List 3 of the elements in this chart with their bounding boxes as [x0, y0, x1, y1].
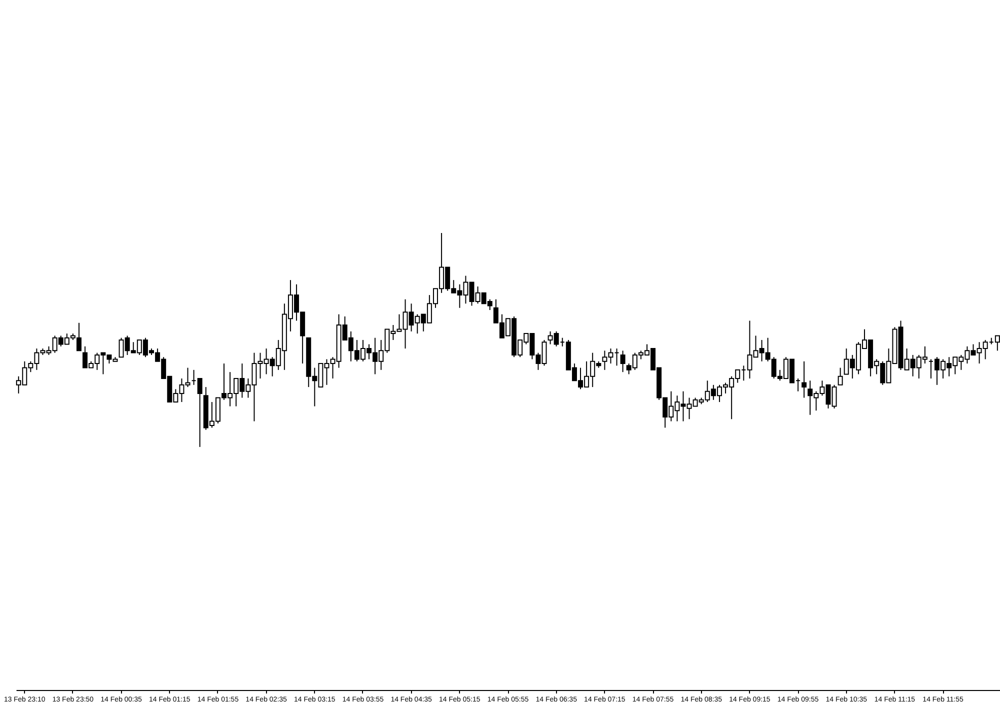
candlestick	[802, 360, 807, 398]
candlestick	[620, 350, 626, 373]
candlestick	[838, 367, 843, 386]
